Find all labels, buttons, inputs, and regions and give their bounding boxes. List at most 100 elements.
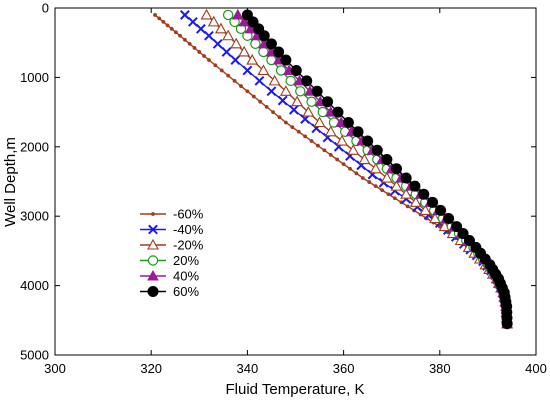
data-point [169, 26, 174, 31]
data-point [161, 19, 166, 24]
data-point [264, 104, 269, 109]
data-point [283, 120, 288, 125]
data-point [187, 41, 192, 46]
data-point [290, 125, 295, 130]
legend-entry: -60% [140, 207, 204, 222]
y-axis: 0 1000 2000 3000 4000 5000 [20, 1, 536, 363]
data-point [295, 86, 306, 97]
y-tick-label: 0 [42, 1, 49, 16]
data-point [239, 84, 243, 88]
series-layer [153, 8, 514, 330]
data-point [277, 95, 288, 106]
x-axis: 300 320 340 360 380 400 [44, 8, 547, 376]
y-axis-title: Well Depth,m [2, 137, 19, 227]
data-point [285, 75, 296, 87]
data-point [393, 196, 397, 201]
data-point [204, 30, 214, 41]
legend-label: 40% [173, 269, 199, 284]
data-point [309, 139, 314, 143]
data-point [296, 129, 301, 134]
legend-label: 20% [173, 253, 199, 268]
legend-label: -20% [173, 238, 204, 253]
data-point [207, 15, 220, 27]
data-point [303, 134, 308, 139]
data-point [165, 23, 170, 28]
data-point [457, 228, 469, 240]
data-point [380, 171, 393, 183]
data-point [238, 45, 251, 57]
data-point [322, 96, 334, 108]
legend-entry: 40% [140, 269, 199, 284]
data-point [182, 37, 187, 42]
data-point [400, 172, 412, 184]
data-point [215, 22, 227, 34]
marker-stroke [242, 65, 253, 76]
data-point [429, 212, 441, 224]
data-point [316, 143, 320, 148]
marker-stroke [179, 10, 190, 20]
data-point [200, 8, 213, 20]
data-point [290, 64, 302, 76]
data-point [418, 188, 430, 200]
data-point [427, 196, 439, 208]
data-point [463, 234, 475, 246]
data-point [250, 38, 261, 50]
data-point [288, 104, 299, 115]
data-point [409, 196, 422, 207]
data-point [222, 29, 235, 41]
data-point [352, 126, 364, 138]
data-point [354, 171, 359, 176]
data-point [405, 204, 410, 209]
data-point [302, 105, 315, 117]
data-point [317, 106, 328, 118]
data-point [386, 192, 391, 197]
x-tick-label: 320 [140, 361, 162, 376]
data-point [341, 162, 346, 167]
x-axis-title: Fluid Temperature, K [226, 381, 365, 398]
data-point [280, 54, 292, 66]
data-point [409, 180, 421, 192]
marker-stroke [187, 16, 198, 27]
data-point [226, 73, 231, 78]
data-point [230, 55, 241, 65]
data-point [306, 96, 317, 107]
legend-marker [147, 255, 159, 266]
legend-marker [147, 269, 159, 281]
data-point [231, 8, 244, 20]
data-point [342, 117, 354, 129]
data-point [311, 85, 323, 97]
data-point [391, 163, 403, 175]
legend-marker [147, 286, 159, 297]
x-tick-label: 300 [44, 361, 66, 376]
marker-stroke [212, 38, 223, 49]
data-point [187, 16, 198, 27]
legend-label: -40% [173, 222, 204, 237]
data-point [273, 46, 285, 58]
y-tick-label: 4000 [20, 278, 49, 293]
data-point [179, 10, 190, 20]
data-point [213, 63, 218, 68]
data-point [232, 78, 237, 83]
data-point [369, 162, 382, 174]
data-point [238, 15, 251, 27]
data-point [153, 13, 157, 17]
data-point [212, 38, 223, 49]
data-point [279, 85, 292, 96]
data-point [324, 125, 337, 137]
legend: -60%-40%-20%20%40%60% [140, 207, 204, 299]
data-point [313, 116, 326, 128]
data-point [291, 95, 304, 107]
legend-marker [148, 224, 158, 235]
data-point [197, 50, 202, 54]
data-point [271, 110, 275, 114]
data-point [207, 58, 211, 62]
data-point [362, 135, 374, 147]
data-point [390, 179, 403, 191]
data-point [301, 75, 313, 87]
legend-marker [147, 238, 159, 250]
data-point [400, 188, 413, 199]
data-point [254, 75, 265, 86]
marker-stroke [277, 95, 288, 106]
data-point [347, 144, 360, 155]
